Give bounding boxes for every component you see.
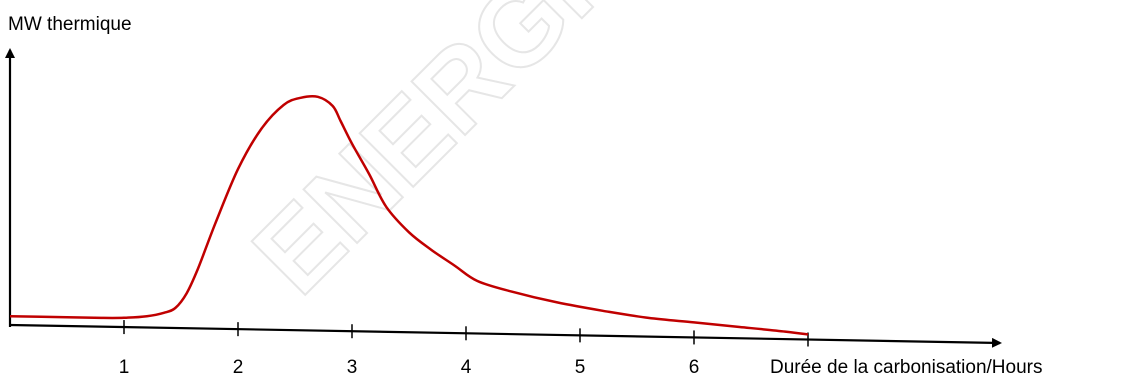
x-axis-label: Durée de la carbonisation/Hours	[770, 357, 1043, 378]
watermark-text: ENERGIE AGROFO	[230, 0, 1027, 317]
x-tick-label: 6	[689, 357, 700, 378]
x-tick-label: 3	[347, 357, 358, 378]
axes	[4, 48, 1002, 348]
x-tick-label: 1	[119, 357, 130, 378]
y-axis-label: MW thermique	[8, 14, 132, 35]
series-layer	[9, 94, 809, 336]
series-line	[9, 94, 809, 336]
x-ticks: 1 2 3 4 5 6	[119, 320, 809, 378]
x-tick-label: 2	[233, 357, 244, 378]
x-tick-label: 5	[575, 357, 586, 378]
watermark: ENERGIE AGROFO	[229, 0, 1028, 318]
x-axis-line	[9, 323, 1002, 348]
x-tick-label: 4	[461, 357, 472, 378]
